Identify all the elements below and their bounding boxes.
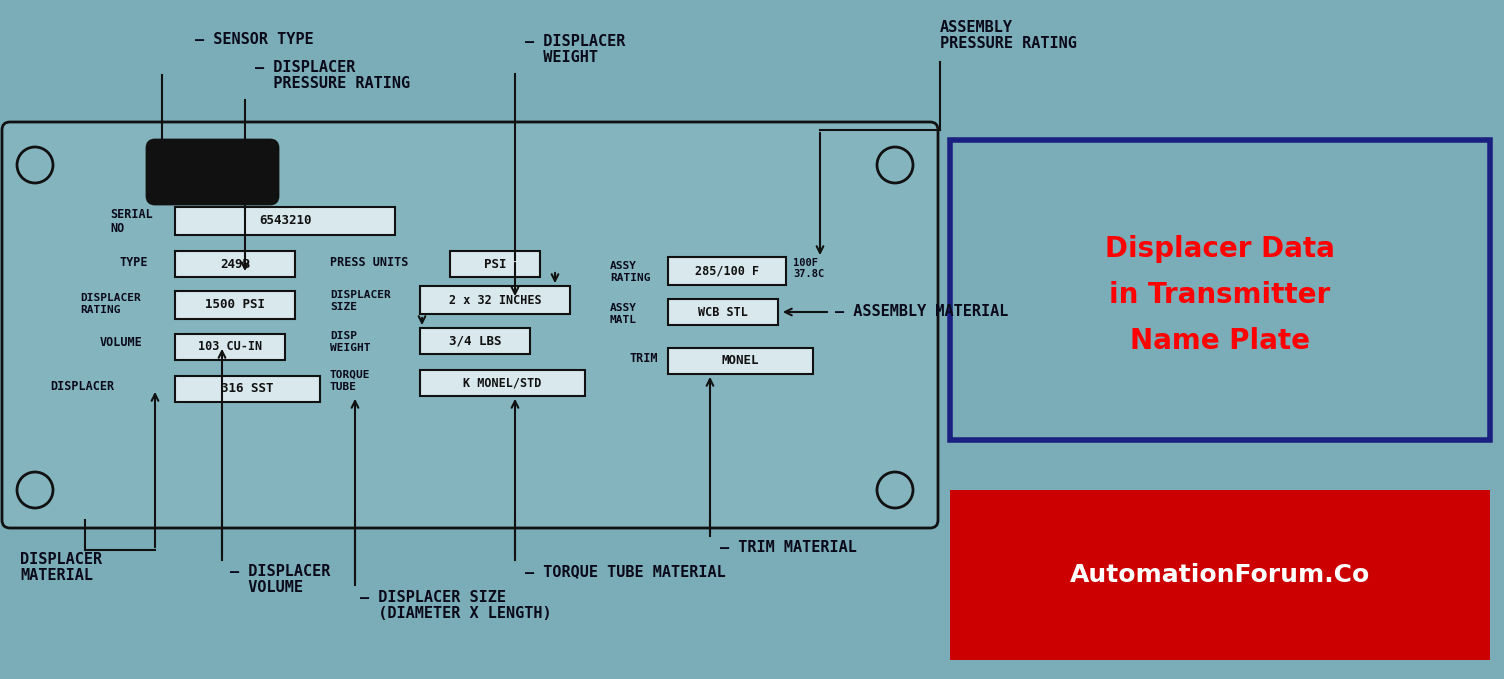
Text: 2 x 32 INCHES: 2 x 32 INCHES	[448, 293, 541, 306]
Text: Displacer Data
in Transmitter
Name Plate: Displacer Data in Transmitter Name Plate	[1105, 236, 1336, 354]
Text: TYPE: TYPE	[120, 255, 149, 268]
Text: TUBE: TUBE	[329, 382, 356, 392]
Text: — ASSEMBLY MATERIAL: — ASSEMBLY MATERIAL	[835, 304, 1008, 320]
Bar	[174, 376, 320, 402]
Text: VOLUME: VOLUME	[99, 337, 143, 350]
Text: 103 CU-IN: 103 CU-IN	[199, 340, 262, 354]
Text: PRESS UNITS: PRESS UNITS	[329, 255, 409, 268]
Text: — TORQUE TUBE MATERIAL: — TORQUE TUBE MATERIAL	[525, 564, 726, 579]
Text: WCB STL: WCB STL	[698, 306, 747, 318]
Text: SIZE: SIZE	[329, 302, 356, 312]
Bar	[951, 490, 1490, 660]
Text: DISPLACER: DISPLACER	[20, 553, 102, 568]
Text: (DIAMETER X LENGTH): (DIAMETER X LENGTH)	[359, 606, 552, 621]
Text: MATERIAL: MATERIAL	[20, 568, 93, 583]
Bar	[951, 140, 1490, 440]
Text: — DISPLACER SIZE: — DISPLACER SIZE	[359, 591, 505, 606]
Bar	[420, 328, 529, 354]
Text: 37.8C: 37.8C	[793, 269, 824, 279]
Text: 285/100 F: 285/100 F	[695, 265, 760, 278]
Text: DISPLACER: DISPLACER	[329, 290, 391, 300]
Bar	[668, 299, 778, 325]
Text: PRESSURE RATING: PRESSURE RATING	[256, 77, 411, 92]
Text: PRESSURE RATING: PRESSURE RATING	[940, 37, 1077, 52]
Text: PSI: PSI	[484, 257, 507, 270]
Text: — DISPLACER: — DISPLACER	[230, 564, 331, 579]
Text: — TRIM MATERIAL: — TRIM MATERIAL	[720, 540, 857, 555]
Text: VOLUME: VOLUME	[230, 581, 302, 595]
Text: — SENSOR TYPE: — SENSOR TYPE	[196, 33, 314, 48]
Bar	[174, 291, 295, 319]
Text: 6543210: 6543210	[259, 215, 311, 227]
Text: MONEL: MONEL	[722, 354, 760, 367]
Text: TORQUE: TORQUE	[329, 370, 370, 380]
Text: DISP: DISP	[329, 331, 356, 341]
Bar	[668, 257, 787, 285]
Text: 1500 PSI: 1500 PSI	[205, 299, 265, 312]
Text: WEIGHT: WEIGHT	[525, 50, 599, 65]
Bar	[174, 334, 284, 360]
Text: DISPLACER: DISPLACER	[80, 293, 141, 303]
Text: ASSY: ASSY	[611, 261, 638, 271]
Text: — DISPLACER: — DISPLACER	[256, 60, 355, 75]
FancyBboxPatch shape	[2, 122, 938, 528]
Text: ASSY: ASSY	[611, 303, 638, 313]
Text: — DISPLACER: — DISPLACER	[525, 35, 626, 50]
Text: 249B: 249B	[220, 257, 250, 270]
Bar	[174, 207, 396, 235]
Bar	[668, 348, 814, 374]
Text: AutomationForum.Co: AutomationForum.Co	[1069, 563, 1370, 587]
Text: 3/4 LBS: 3/4 LBS	[448, 335, 501, 348]
Text: 316 SST: 316 SST	[221, 382, 274, 395]
Text: RATING: RATING	[80, 305, 120, 315]
Text: ASSEMBLY: ASSEMBLY	[940, 20, 1014, 35]
Text: K MONEL/STD: K MONEL/STD	[463, 376, 541, 390]
Text: WEIGHT: WEIGHT	[329, 343, 370, 353]
Bar	[174, 251, 295, 277]
Text: TRIM: TRIM	[630, 352, 659, 365]
Text: 100F: 100F	[793, 258, 818, 268]
Bar	[450, 251, 540, 277]
FancyBboxPatch shape	[147, 140, 278, 204]
Text: RATING: RATING	[611, 273, 651, 283]
Text: NO: NO	[110, 221, 125, 234]
Text: DISPLACER: DISPLACER	[50, 380, 114, 394]
Bar	[420, 370, 585, 396]
Text: SERIAL: SERIAL	[110, 208, 153, 221]
Text: MATL: MATL	[611, 315, 638, 325]
Bar	[420, 286, 570, 314]
